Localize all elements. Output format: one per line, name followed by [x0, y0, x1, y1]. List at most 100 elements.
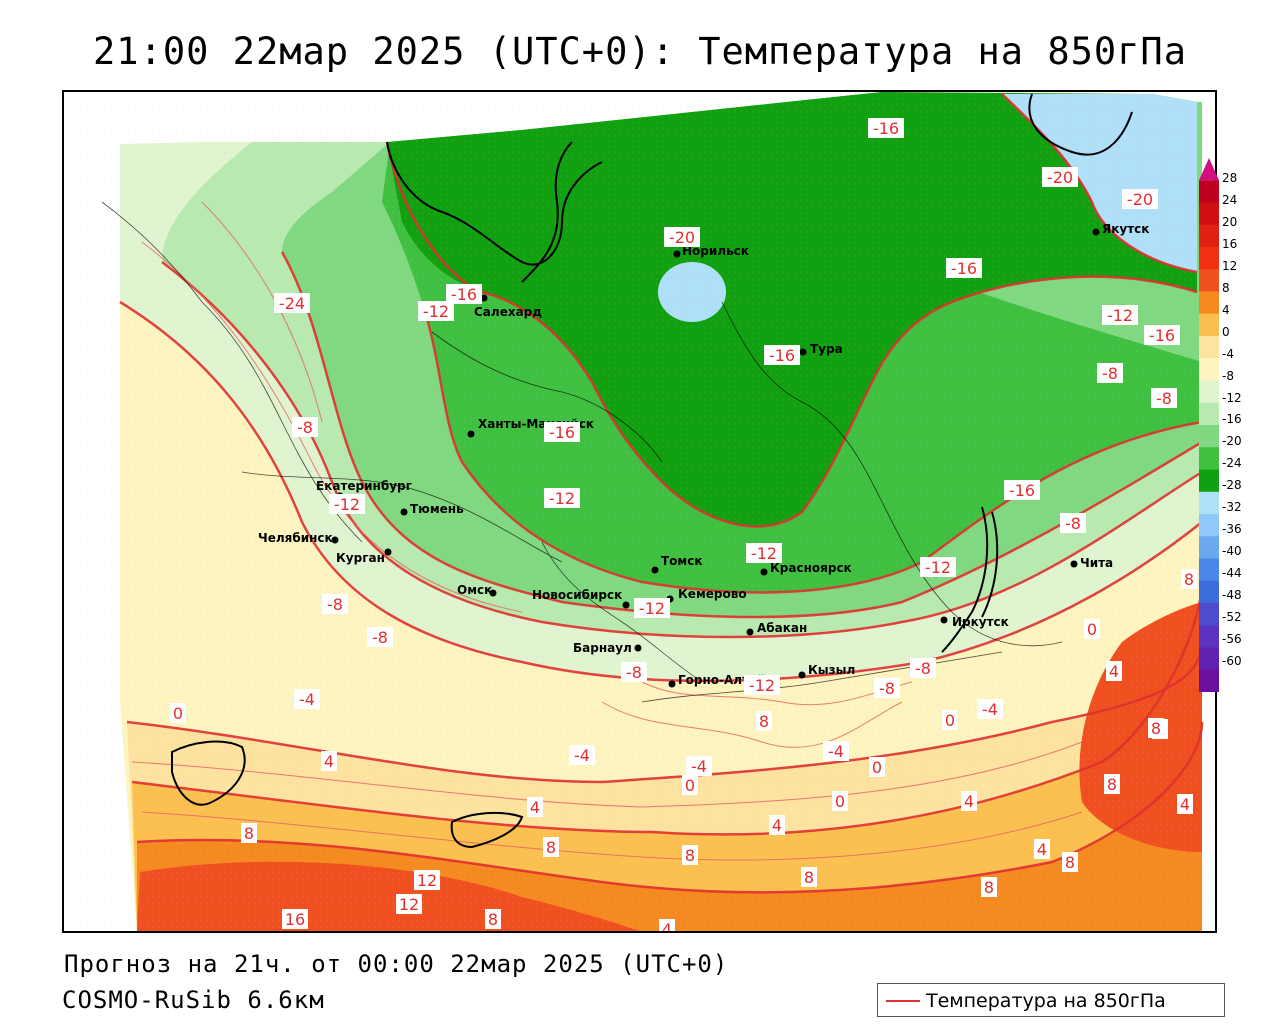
svg-text:Иркутск: Иркутск [952, 615, 1009, 629]
isotherm-label: -16 [446, 284, 482, 304]
svg-text:-16: -16 [549, 423, 575, 442]
isotherm-label: 0 [942, 710, 958, 730]
svg-text:16: 16 [285, 910, 305, 929]
colorbar-tick-label: -32 [1222, 500, 1242, 515]
city-irkutsk: Иркутск [940, 615, 1009, 629]
svg-text:0: 0 [945, 711, 955, 730]
svg-text:4: 4 [530, 798, 540, 817]
svg-text:Барнаул: Барнаул [573, 641, 632, 655]
isotherm-label: 4 [769, 815, 785, 835]
svg-text:-8: -8 [915, 659, 931, 678]
isotherm-label: 8 [485, 909, 501, 929]
svg-text:-8: -8 [297, 418, 313, 437]
colorbar-tick-label: 20 [1222, 214, 1238, 229]
colorbar-swatch [1199, 202, 1219, 226]
isotherm-label: 4 [321, 751, 337, 771]
svg-text:Новосибирск: Новосибирск [532, 588, 622, 602]
city-omsk: Омск [457, 583, 497, 597]
isotherm-label: -8 [874, 678, 900, 698]
svg-text:4: 4 [662, 920, 672, 933]
isotherm-label: 4 [527, 797, 543, 817]
isotherm-label: -4 [977, 699, 1003, 719]
colorbar-swatch [1199, 180, 1219, 203]
isotherm-labels: -16-20-20-20-16-16-12-16-16-24-12-8-8 -16… [170, 118, 1197, 933]
svg-text:4: 4 [324, 752, 334, 771]
svg-text:-20: -20 [1127, 190, 1153, 209]
isotherm-label: 12 [396, 894, 422, 914]
svg-text:0: 0 [872, 758, 882, 777]
colorbar-swatch [1199, 380, 1219, 404]
svg-text:-12: -12 [639, 599, 665, 618]
isotherm-label: -12 [418, 301, 454, 321]
svg-text:-20: -20 [669, 228, 695, 247]
svg-text:8: 8 [1184, 570, 1194, 589]
city-norilsk: Норильск [673, 244, 749, 258]
isotherm-label: 8 [801, 867, 817, 887]
colorbar-tick-label: -48 [1222, 588, 1242, 603]
svg-text:8: 8 [1065, 853, 1075, 872]
isotherm-label: 0 [832, 791, 848, 811]
colorbar-tick-label: 8 [1222, 280, 1230, 295]
svg-text:Челябинск: Челябинск [258, 531, 333, 545]
colorbar-swatch [1199, 447, 1219, 470]
svg-text:-8: -8 [1102, 364, 1118, 383]
city-novosibirsk: Новосибирск [532, 588, 630, 609]
isotherm-label: -20 [664, 227, 700, 247]
svg-text:-8: -8 [372, 628, 388, 647]
isotherm-label: 4 [1034, 839, 1050, 859]
isotherm-label: -8 [367, 627, 393, 647]
isotherm-label: 4 [1106, 661, 1122, 681]
svg-text:4: 4 [1180, 795, 1190, 814]
colorbar-top-arrow [1199, 158, 1219, 181]
svg-text:Томск: Томск [661, 554, 703, 568]
svg-text:-4: -4 [691, 757, 707, 776]
city-yakutsk: Якутск [1092, 222, 1149, 236]
svg-text:-16: -16 [1149, 326, 1175, 345]
colorbar-swatch [1199, 358, 1219, 381]
isotherm-label: -16 [1144, 325, 1180, 345]
temperature-map[interactable]: Норильск Якутск Салехард Тура Ханты-Манс… [62, 90, 1217, 933]
city-salekhard: Салехард [474, 294, 542, 319]
svg-text:0: 0 [173, 704, 183, 723]
isotherm-label: -12 [744, 675, 780, 695]
colorbar-tick-label: -44 [1222, 566, 1242, 581]
borders [101, 201, 1063, 703]
svg-text:Кызыл: Кызыл [808, 663, 855, 677]
svg-text:8: 8 [546, 838, 556, 857]
legend-line-swatch [886, 1000, 920, 1002]
svg-text:Курган: Курган [336, 551, 385, 565]
isotherm-label: 8 [1148, 718, 1164, 738]
city-chelyabinsk: Челябинск [258, 531, 339, 545]
isotherm-label: 8 [682, 845, 698, 865]
isotherm-label: 4 [1177, 794, 1193, 814]
colorbar-tick-label: -16 [1222, 412, 1242, 427]
isotherm-label: 8 [1104, 774, 1120, 794]
isotherm-label: 8 [756, 711, 772, 731]
isotherm-label: -8 [1097, 363, 1123, 383]
svg-text:Тюмень: Тюмень [410, 502, 464, 516]
isotherm-label: 12 [414, 870, 440, 890]
colorbar-tick-label: -28 [1222, 478, 1242, 493]
isotherm-label: -12 [1102, 305, 1138, 325]
svg-text:-4: -4 [299, 690, 315, 709]
isotherm-label: -12 [746, 543, 782, 563]
city-kurgan: Курган [336, 548, 392, 565]
colorbar-swatch [1199, 247, 1219, 270]
svg-text:0: 0 [835, 792, 845, 811]
svg-text:8: 8 [1151, 719, 1161, 738]
svg-text:8: 8 [804, 868, 814, 887]
colorbar-swatch [1199, 269, 1219, 292]
svg-text:Екатеринбург: Екатеринбург [316, 479, 412, 493]
svg-text:12: 12 [417, 871, 437, 890]
colorbar-swatch [1199, 514, 1219, 537]
city-tomsk: Томск [651, 554, 703, 574]
svg-text:8: 8 [244, 824, 254, 843]
isotherm-label: 0 [682, 775, 698, 795]
colorbar-swatch [1199, 313, 1219, 337]
colorbar-tick-label: -56 [1222, 631, 1242, 646]
isotherm-label: -16 [946, 258, 982, 278]
colorbar-swatch [1199, 336, 1219, 359]
svg-text:-20: -20 [1047, 168, 1073, 187]
colorbar-tick-label: -60 [1222, 653, 1242, 668]
colorbar-swatch [1199, 625, 1219, 648]
